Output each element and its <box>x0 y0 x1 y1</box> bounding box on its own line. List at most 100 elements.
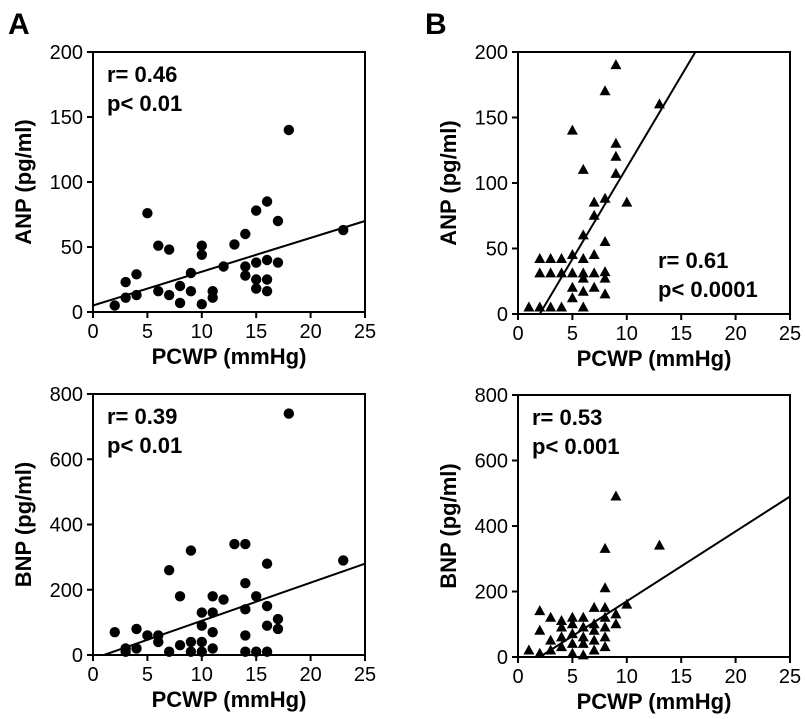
data-point <box>545 267 557 278</box>
data-point <box>588 618 600 629</box>
y-tick-label: 200 <box>50 42 83 64</box>
data-point <box>556 252 568 263</box>
data-point <box>120 643 131 654</box>
data-point <box>577 163 589 174</box>
data-point <box>534 647 546 658</box>
data-point <box>545 611 557 622</box>
stat-r: r= 0.39 <box>107 404 177 429</box>
data-point <box>207 591 218 602</box>
y-tick-label: 200 <box>475 582 508 604</box>
x-tick-label: 5 <box>567 666 578 688</box>
data-point <box>534 605 546 616</box>
data-point <box>610 618 622 629</box>
data-point <box>577 301 589 312</box>
data-point <box>174 640 186 651</box>
data-point <box>577 267 589 278</box>
data-point <box>207 626 218 638</box>
stat-p: p< 0.01 <box>107 433 182 458</box>
data-point <box>610 137 622 148</box>
data-point <box>577 637 589 648</box>
data-point <box>174 280 186 292</box>
data-point <box>240 270 251 281</box>
x-tick-label: 0 <box>87 321 98 343</box>
x-tick-label: 10 <box>616 323 638 345</box>
x-tick-label: 20 <box>724 323 746 345</box>
x-tick-label: 10 <box>616 666 638 688</box>
data-point <box>163 564 175 576</box>
data-point <box>599 641 611 652</box>
data-point <box>556 641 568 652</box>
data-point <box>338 224 349 236</box>
data-point <box>577 649 589 660</box>
y-axis-label: ANP (pg/ml) <box>436 120 461 245</box>
data-point <box>545 644 557 655</box>
data-point <box>251 257 262 268</box>
y-tick-label: 200 <box>475 42 508 64</box>
y-tick-label: 400 <box>475 516 508 538</box>
data-point <box>240 604 251 615</box>
data-point <box>251 646 262 657</box>
data-point <box>272 623 284 635</box>
x-axis-label: PCWP (mmHg) <box>152 344 307 369</box>
data-point <box>218 594 229 605</box>
x-tick-label: 15 <box>670 323 692 345</box>
data-point <box>566 267 578 278</box>
y-tick-label: 0 <box>72 645 83 667</box>
data-point <box>588 601 600 612</box>
x-tick-label: 25 <box>779 323 801 345</box>
data-point <box>599 272 611 283</box>
data-point <box>272 215 284 227</box>
data-point <box>588 644 600 655</box>
data-point <box>610 150 622 161</box>
data-point <box>185 286 197 297</box>
data-point <box>131 643 142 654</box>
data-point <box>207 643 218 654</box>
data-point <box>610 608 622 619</box>
data-point <box>599 85 611 96</box>
data-point <box>163 646 175 657</box>
stat-r: r= 0.53 <box>532 405 602 430</box>
data-point <box>566 628 578 639</box>
x-tick-label: 0 <box>87 664 98 686</box>
x-tick-label: 20 <box>299 664 321 686</box>
data-point <box>566 618 578 629</box>
data-point <box>261 286 273 297</box>
data-point <box>261 558 273 569</box>
data-point <box>196 620 207 631</box>
data-point <box>251 591 262 602</box>
data-point <box>196 607 207 618</box>
data-point <box>588 624 600 635</box>
x-axis-label: PCWP (mmHg) <box>577 689 732 714</box>
data-point <box>109 626 120 638</box>
data-point <box>588 267 600 278</box>
data-point <box>251 283 262 294</box>
x-tick-label: 20 <box>299 321 321 343</box>
stat-r: r= 0.46 <box>107 62 177 87</box>
stat-p: p< 0.01 <box>107 91 182 116</box>
data-point <box>196 240 207 251</box>
y-tick-label: 100 <box>475 173 508 195</box>
data-point <box>577 621 589 632</box>
data-point <box>599 631 611 642</box>
data-point <box>588 281 600 292</box>
data-point <box>229 239 240 250</box>
y-tick-label: 0 <box>497 304 508 326</box>
chart-b-anp: 0 5 10 15 20 25 0 50 100 150 200 PCWP (mmHg) ANP (pg… <box>436 42 801 371</box>
data-point <box>577 611 589 622</box>
data-point <box>653 98 665 109</box>
data-point <box>261 600 273 612</box>
data-point <box>218 261 229 272</box>
data-point <box>153 240 164 251</box>
data-point <box>577 252 589 263</box>
data-point <box>196 636 207 648</box>
y-tick-label: 800 <box>50 384 83 406</box>
regression-line <box>538 51 697 315</box>
data-point <box>185 636 197 648</box>
data-point <box>566 611 578 622</box>
data-point <box>109 300 120 311</box>
data-point <box>240 630 251 641</box>
data-point <box>599 542 611 553</box>
x-tick-label: 5 <box>142 664 153 686</box>
data-point <box>120 292 131 303</box>
data-point <box>577 272 589 283</box>
